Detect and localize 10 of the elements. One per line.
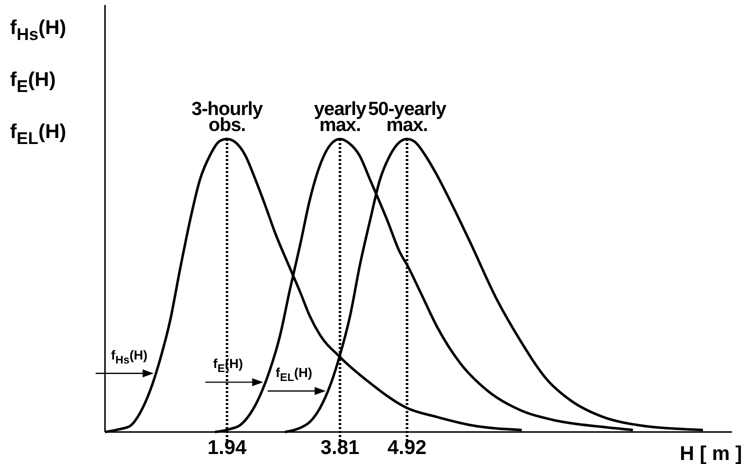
- annotation: yearly max.: [314, 99, 367, 136]
- x-tick-label: 4.92: [388, 437, 426, 460]
- annotation: 50-yearly max.: [368, 99, 447, 136]
- x-axis-title: H [ m ]: [680, 443, 742, 464]
- text: f$_{Hs}$(H) f$_{E}$(H) f$_{EL}$(H): [10, 17, 66, 148]
- annotation: 3-hourly obs.: [192, 99, 264, 136]
- series-label: f$_{Hs}$(H): [111, 347, 148, 366]
- x-tick-label: 3.81: [320, 437, 360, 460]
- x-tick-label: 1.94: [208, 437, 248, 460]
- legend-label: f$_{EL}$(H): [276, 364, 312, 384]
